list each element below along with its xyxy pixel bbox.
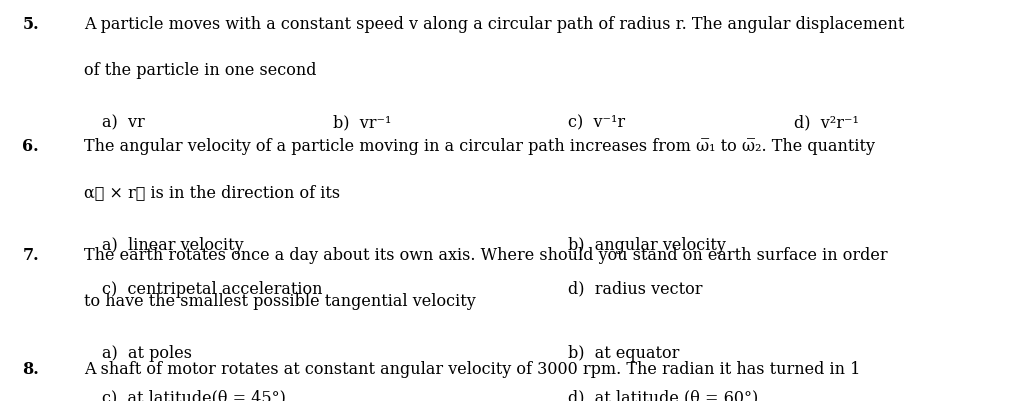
Text: b)  at equator: b) at equator [568,345,680,362]
Text: d)  at latitude (θ = 60°): d) at latitude (θ = 60°) [568,389,759,401]
Text: of the particle in one second: of the particle in one second [84,62,316,79]
Text: a)  vr: a) vr [102,114,145,131]
Text: b)  vr⁻¹: b) vr⁻¹ [333,114,391,131]
Text: b)  angular velocity: b) angular velocity [568,237,726,253]
Text: d)  radius vector: d) radius vector [568,281,702,298]
Text: 6.: 6. [23,138,39,155]
Text: to have the smallest possible tangential velocity: to have the smallest possible tangential… [84,293,476,310]
Text: The earth rotates once a day about its own axis. Where should you stand on earth: The earth rotates once a day about its o… [84,247,888,263]
Text: c)  centripetal acceleration: c) centripetal acceleration [102,281,323,298]
Text: c)  v⁻¹r: c) v⁻¹r [568,114,626,131]
Text: c)  at latitude(θ = 45°): c) at latitude(θ = 45°) [102,389,287,401]
Text: 5.: 5. [23,16,39,33]
Text: 7.: 7. [23,247,39,263]
Text: A particle moves with a constant speed v along a circular path of radius r. The : A particle moves with a constant speed v… [84,16,904,33]
Text: a)  at poles: a) at poles [102,345,193,362]
Text: A shaft of motor rotates at constant angular velocity of 3000 rpm. The radian it: A shaft of motor rotates at constant ang… [84,361,860,378]
Text: 8.: 8. [23,361,39,378]
Text: α⃗ × r⃗ is in the direction of its: α⃗ × r⃗ is in the direction of its [84,184,340,201]
Text: d)  v²r⁻¹: d) v²r⁻¹ [794,114,858,131]
Text: a)  linear velocity: a) linear velocity [102,237,244,253]
Text: The angular velocity of a particle moving in a circular path increases from ω̅₁ : The angular velocity of a particle movin… [84,138,874,155]
